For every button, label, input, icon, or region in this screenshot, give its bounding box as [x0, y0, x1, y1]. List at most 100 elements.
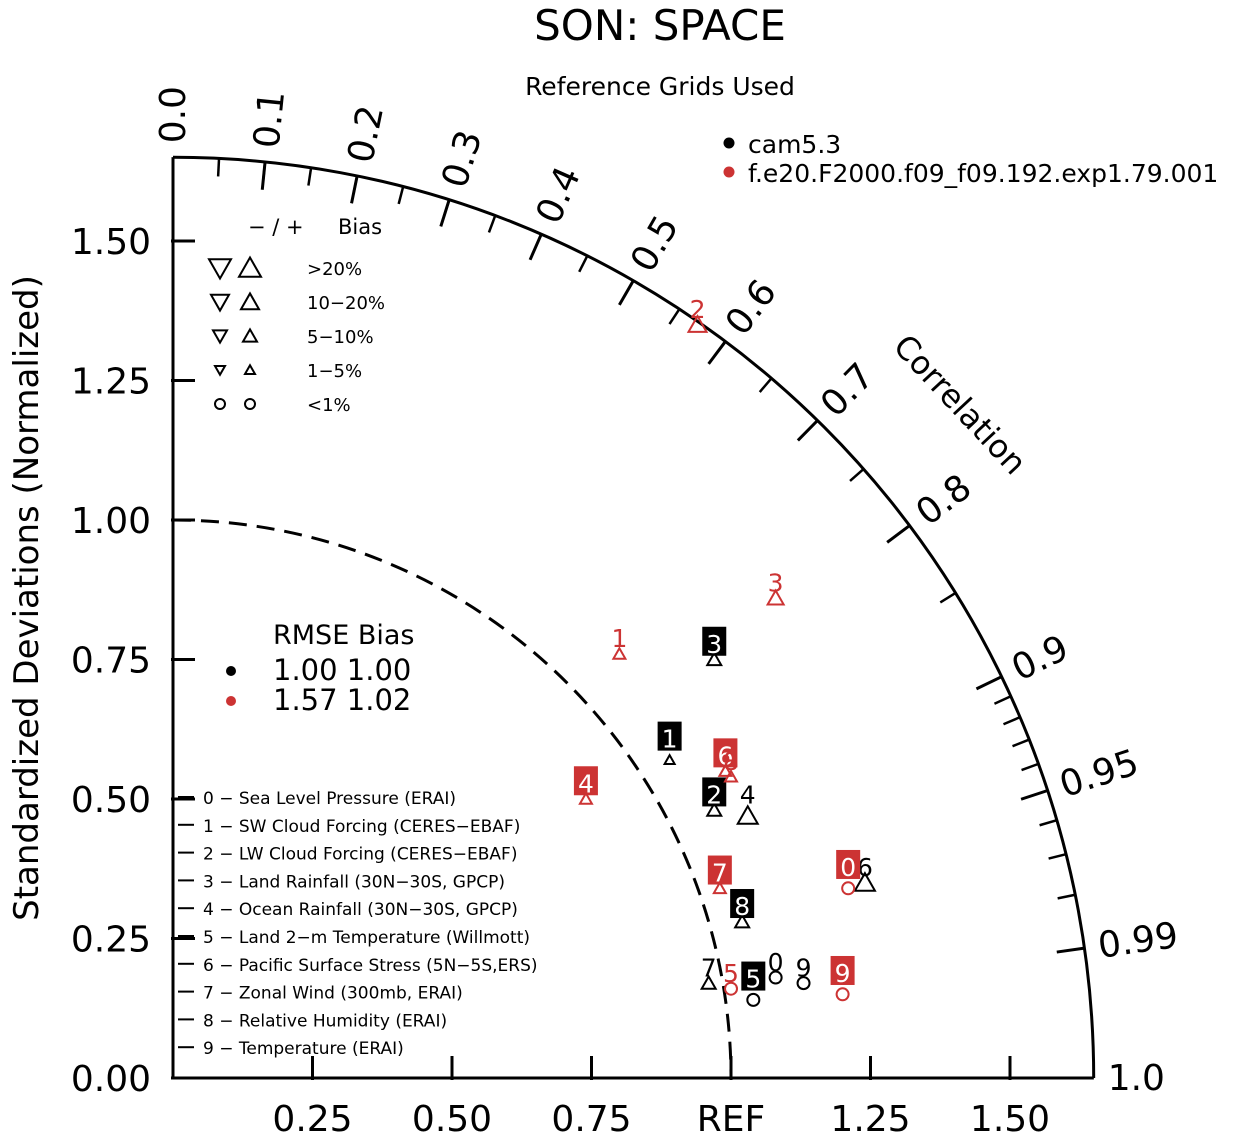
correlation-tick-mark [397, 186, 405, 205]
data-point-marker [768, 970, 783, 985]
data-point-marker [853, 871, 877, 892]
x-tick-label: 0.75 [551, 1099, 631, 1135]
bias-legend-minus-marker [214, 398, 226, 410]
data-point-label: 0 [840, 853, 856, 882]
y-tick-label: 1.25 [71, 362, 151, 403]
data-point-label: 1 [611, 624, 627, 653]
ref-label: REF [697, 1099, 765, 1135]
x-tick-label: 0.50 [412, 1099, 492, 1135]
data-point-marker [736, 804, 760, 825]
correlation-tick-mark [578, 255, 589, 273]
data-point-label-box [702, 777, 727, 807]
model-legend-label: cam5.3 [748, 130, 841, 159]
correlation-tick-mark [668, 308, 681, 325]
data-point-label: 7 [701, 953, 717, 982]
bias-legend-label: 5−10% [307, 327, 374, 348]
data-point-marker [705, 650, 723, 667]
rmse-table-header: RMSE Bias [273, 620, 414, 651]
data-point-marker [686, 314, 709, 333]
correlation-major-tick [1020, 789, 1049, 801]
x-tick-label: 0.25 [272, 1099, 352, 1135]
correlation-label: 0.2 [340, 102, 392, 166]
data-point-marker [717, 763, 734, 777]
data-point-label-box [830, 955, 855, 985]
correlation-tick-mark [307, 167, 313, 186]
correlation-major-tick [796, 419, 819, 442]
model-legend-label: f.e20.F2000.f09_f09.192.exp1.79.001 [748, 159, 1218, 188]
reference-arc [172, 518, 733, 1079]
correlation-tick-mark [487, 215, 497, 233]
bias-legend-plus-marker [237, 255, 263, 278]
y-tick-label: 0.50 [71, 780, 151, 821]
y-axis-label: Standardized Deviations (Normalized) [7, 275, 47, 921]
rmse-table-row: 1.57 1.02 [273, 683, 411, 717]
data-point-marker [712, 880, 728, 895]
data-point-label-box [707, 855, 732, 885]
correlation-label: 0.3 [434, 126, 490, 193]
data-point-label: 6 [857, 853, 873, 882]
bias-legend-label: >20% [307, 259, 362, 280]
data-point-marker [611, 646, 628, 660]
bias-legend-minus-marker [209, 293, 231, 313]
correlation-label: 0.4 [529, 161, 589, 230]
data-point-marker [578, 791, 594, 805]
correlation-label: 0.99 [1096, 915, 1181, 967]
x-tick-label: 1.25 [830, 1099, 910, 1135]
data-point-marker [699, 974, 718, 990]
correlation-major-tick [260, 161, 267, 190]
model-legend-dot [723, 137, 735, 149]
bias-legend-minus-marker [207, 258, 233, 281]
correlation-label: 0.0 [153, 86, 194, 143]
correlation-tick-mark [1012, 738, 1030, 748]
bias-legend-plus-marker [241, 327, 259, 343]
rmse-table-row: 1.00 1.00 [273, 653, 411, 687]
variable-list-item: 2 − LW Cloud Forcing (CERES−EBAF) [203, 845, 517, 865]
correlation-major-tick [707, 340, 727, 365]
correlation-label: 0.9 [1006, 628, 1075, 690]
data-point-label-box [741, 961, 766, 991]
rmse-table-dot [226, 666, 236, 676]
variable-list-item: 1 − SW Cloud Forcing (CERES−EBAF) [203, 817, 520, 837]
correlation-major-tick [350, 175, 359, 204]
bias-legend-plus-marker [244, 398, 256, 410]
correlation-tick-mark [1021, 762, 1039, 772]
bias-legend-label: 10−20% [307, 293, 385, 314]
y-tick-label: 1.50 [71, 222, 151, 263]
correlation-tick-mark [758, 377, 773, 393]
variable-list-item: 7 − Zonal Wind (300mb, ERAI) [203, 984, 463, 1004]
data-point-label-box [836, 849, 861, 879]
data-point-marker [796, 976, 811, 991]
chart-title: SON: SPACE [534, 1, 786, 50]
data-point-marker [733, 913, 751, 929]
data-point-label: 6 [717, 741, 733, 770]
variable-list-item: 9 − Temperature (ERAI) [203, 1039, 404, 1059]
variable-list-item: 8 − Relative Humidity (ERAI) [203, 1011, 447, 1031]
y-tick-label: 0.25 [71, 920, 151, 961]
data-point-marker [724, 981, 738, 996]
correlation-tick-mark [939, 591, 957, 604]
correlation-major-tick [439, 199, 451, 227]
data-point-marker [746, 992, 761, 1007]
correlation-label: 0.1 [247, 89, 294, 150]
data-point-label: 0 [768, 948, 784, 977]
correlation-label: 0.8 [909, 467, 979, 534]
chart-subtitle: Reference Grids Used [525, 72, 795, 101]
bias-legend-minus-marker [211, 329, 229, 345]
rmse-table-dot [226, 696, 236, 706]
correlation-tick-mark [1057, 893, 1076, 900]
data-point-marker [835, 987, 850, 1002]
y-tick-label: 0.75 [71, 641, 151, 682]
correlation-major-tick [618, 279, 635, 306]
correlation-tick-mark [1039, 819, 1058, 827]
data-point-label: 3 [706, 630, 722, 659]
data-point-label-box [713, 738, 738, 768]
bias-legend-label: 1−5% [307, 361, 362, 382]
data-point-label: 4 [578, 769, 594, 798]
data-point-label: 9 [835, 959, 851, 988]
correlation-tick-mark [1048, 852, 1067, 860]
correlation-label: 0.95 [1055, 742, 1144, 806]
bias-legend-minus-marker [213, 365, 227, 377]
variable-list-item: 3 − Land Rainfall (30N−30S, GPCP) [203, 872, 505, 892]
data-point-label: 2 [706, 780, 722, 809]
